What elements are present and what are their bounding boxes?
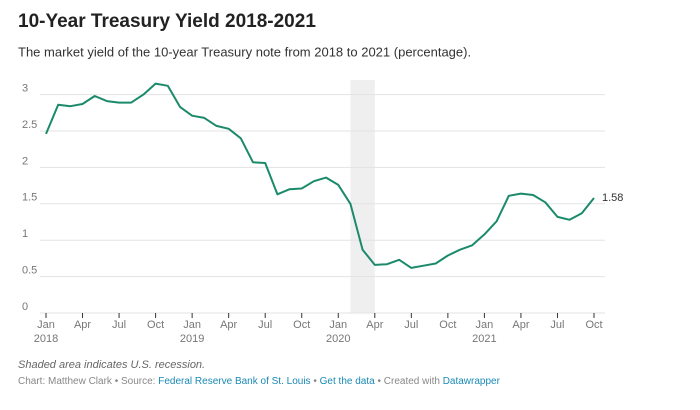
- footer-text: •: [115, 376, 119, 387]
- x-tick-year: 2019: [180, 333, 204, 345]
- footer-text: •: [313, 376, 317, 387]
- x-tick-label: Jan: [183, 319, 201, 331]
- footer-link[interactable]: Federal Reserve Bank of St. Louis: [158, 376, 310, 387]
- y-tick-label: 3: [22, 82, 28, 94]
- footer-link[interactable]: Datawrapper: [443, 376, 501, 387]
- x-tick-label: Apr: [366, 319, 383, 331]
- footer-text: Chart: Matthew Clark: [18, 376, 113, 387]
- chart-title: 10-Year Treasury Yield 2018-2021: [18, 11, 316, 32]
- x-tick-label: Jan: [476, 319, 494, 331]
- end-label: 1.58: [602, 192, 623, 204]
- x-tick-label: Jul: [112, 319, 126, 331]
- x-tick-label: Jul: [258, 319, 272, 331]
- y-tick-label: 2: [22, 155, 28, 167]
- x-tick-year: 2018: [34, 333, 58, 345]
- footer-link[interactable]: Get the data: [320, 376, 375, 387]
- y-tick-label: 0.5: [22, 265, 37, 277]
- x-tick-label: Oct: [293, 319, 310, 331]
- footer-text: Created with: [384, 376, 440, 387]
- footer-text: •: [377, 376, 381, 387]
- x-tick-year: 2020: [326, 333, 350, 345]
- line: [45, 82, 595, 269]
- x-tick-label: Jan: [37, 319, 55, 331]
- chart-subtitle: The market yield of the 10-year Treasury…: [18, 44, 471, 59]
- y-tick-label: 0: [22, 301, 28, 313]
- x-tick-label: Oct: [147, 319, 164, 331]
- x-tick-label: Apr: [512, 319, 529, 331]
- x-tick-year: 2021: [472, 333, 496, 345]
- footer: Chart: Matthew Clark • Source: Federal R…: [18, 376, 501, 387]
- y-tick-label: 2.5: [22, 119, 37, 131]
- recession-shade: [350, 80, 375, 313]
- x-tick-label: Jan: [329, 319, 347, 331]
- x-tick-label: Oct: [439, 319, 456, 331]
- note: Shaded area indicates U.S. recession.: [18, 359, 205, 371]
- y-tick-label: 1.5: [22, 192, 37, 204]
- y-tick-label: 1: [22, 228, 28, 240]
- x-tick-label: Jul: [550, 319, 564, 331]
- x-tick-label: Apr: [220, 319, 237, 331]
- x-tick-label: Oct: [585, 319, 602, 331]
- footer-text: Source:: [121, 376, 155, 387]
- x-tick-label: Jul: [404, 319, 418, 331]
- x-tick-label: Apr: [74, 319, 91, 331]
